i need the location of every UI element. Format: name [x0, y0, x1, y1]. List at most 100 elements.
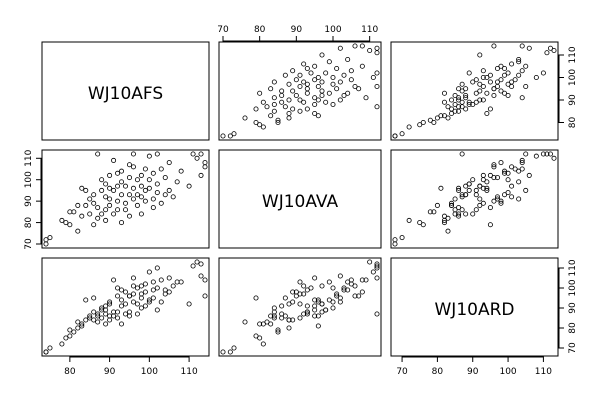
point-WJ10AFS-vs-WJ10AVA-66 — [326, 59, 332, 65]
point-WJ10ARD-vs-WJ10AFS-49 — [138, 295, 144, 301]
y-tick-label-WJ10ARD-90: 90 — [568, 302, 578, 314]
point-WJ10ARD-vs-WJ10AVA-44 — [330, 285, 336, 291]
point-WJ10AVA-vs-WJ10AFS-63 — [162, 192, 168, 198]
point-WJ10AVA-vs-WJ10AFS-57 — [150, 205, 156, 211]
point-WJ10AVA-vs-WJ10ARD-8 — [445, 228, 451, 234]
point-WJ10AFS-vs-WJ10AVA-19 — [330, 102, 336, 108]
diagonal-label-WJ10AVA: WJ10AVA — [262, 192, 339, 212]
point-WJ10AVA-vs-WJ10ARD-79 — [431, 209, 437, 215]
point-WJ10AVA-vs-WJ10ARD-24 — [477, 196, 483, 202]
point-WJ10AFS-vs-WJ10AVA-23 — [315, 97, 321, 103]
point-WJ10ARD-vs-WJ10AFS-36 — [123, 301, 129, 307]
y-tick-label-WJ10AVA-70: 70 — [24, 238, 34, 250]
point-WJ10AVA-vs-WJ10ARD-40 — [456, 213, 462, 219]
point-WJ10AVA-vs-WJ10ARD-89 — [540, 151, 546, 157]
x-tick-label-WJ10ARD-100: 100 — [499, 367, 516, 377]
y-tick-label-WJ10AVA-80: 80 — [24, 217, 34, 229]
point-WJ10AFS-vs-WJ10AVA-18 — [271, 102, 277, 108]
point-WJ10AFS-vs-WJ10AVA-12 — [271, 108, 277, 114]
y-tick-label-WJ10AVA-110: 110 — [24, 149, 34, 166]
point-WJ10ARD-vs-WJ10AFS-68 — [186, 301, 192, 307]
point-WJ10AVA-vs-WJ10ARD-38 — [491, 175, 497, 181]
point-WJ10ARD-vs-WJ10AFS-84 — [166, 275, 172, 281]
point-WJ10AVA-vs-WJ10ARD-47 — [509, 183, 515, 189]
point-WJ10AVA-vs-WJ10AFS-67 — [178, 168, 184, 174]
point-WJ10AVA-vs-WJ10ARD-56 — [502, 170, 508, 176]
point-WJ10AVA-vs-WJ10AFS-35 — [123, 207, 129, 213]
point-WJ10AVA-vs-WJ10ARD-64 — [498, 160, 504, 166]
point-WJ10AVA-vs-WJ10ARD-49 — [487, 172, 493, 178]
point-WJ10AVA-vs-WJ10AFS-81 — [126, 162, 132, 168]
point-WJ10AVA-vs-WJ10ARD-29 — [463, 183, 469, 189]
point-WJ10ARD-vs-WJ10AVA-82 — [370, 269, 376, 275]
point-WJ10AFS-vs-WJ10ARD-32 — [502, 90, 508, 96]
point-WJ10AFS-vs-WJ10AVA-46 — [304, 81, 310, 87]
point-WJ10AFS-vs-WJ10AVA-36 — [319, 88, 325, 94]
point-WJ10AFS-vs-WJ10AVA-77 — [374, 84, 380, 90]
point-WJ10ARD-vs-WJ10AVA-85 — [301, 291, 307, 297]
point-WJ10ARD-vs-WJ10AVA-62 — [334, 291, 340, 297]
point-WJ10AFS-vs-WJ10ARD-15 — [445, 104, 451, 110]
point-WJ10AFS-vs-WJ10AVA-39 — [304, 86, 310, 92]
point-WJ10ARD-vs-WJ10AVA-19 — [330, 305, 336, 311]
point-WJ10AVA-vs-WJ10ARD-3 — [406, 217, 412, 223]
point-WJ10AVA-vs-WJ10ARD-69 — [544, 151, 550, 157]
point-WJ10ARD-vs-WJ10AFS-1 — [43, 349, 49, 355]
point-WJ10ARD-vs-WJ10AVA-71 — [337, 273, 343, 279]
point-WJ10ARD-vs-WJ10AFS-20 — [103, 303, 109, 309]
point-WJ10AVA-vs-WJ10ARD-42 — [480, 185, 486, 191]
point-WJ10AVA-vs-WJ10ARD-37 — [498, 200, 504, 206]
point-WJ10AFS-vs-WJ10AVA-63 — [304, 66, 310, 72]
point-WJ10AVA-vs-WJ10AFS-4 — [63, 220, 69, 226]
point-WJ10ARD-vs-WJ10AVA-3 — [260, 341, 266, 347]
point-WJ10ARD-vs-WJ10AFS-73 — [202, 293, 208, 299]
point-WJ10ARD-vs-WJ10AVA-61 — [290, 299, 296, 305]
point-WJ10ARD-vs-WJ10AFS-5 — [67, 333, 73, 339]
point-WJ10AVA-vs-WJ10ARD-7 — [434, 202, 440, 208]
point-WJ10ARD-vs-WJ10AFS-55 — [150, 279, 156, 285]
point-WJ10ARD-vs-WJ10AFS-34 — [119, 297, 125, 303]
point-WJ10ARD-vs-WJ10AFS-21 — [103, 321, 109, 327]
point-WJ10AVA-vs-WJ10AFS-22 — [103, 194, 109, 200]
point-WJ10ARD-vs-WJ10AFS-40 — [126, 313, 132, 319]
point-WJ10AVA-vs-WJ10ARD-19 — [470, 177, 476, 183]
point-WJ10AFS-vs-WJ10AVA-26 — [337, 97, 343, 103]
point-WJ10AVA-vs-WJ10AFS-64 — [166, 160, 172, 166]
point-WJ10ARD-vs-WJ10AVA-6 — [275, 329, 281, 335]
point-WJ10AFS-vs-WJ10AVA-42 — [315, 84, 321, 90]
point-WJ10ARD-vs-WJ10AVA-63 — [304, 287, 310, 293]
point-WJ10AVA-vs-WJ10ARD-58 — [505, 190, 511, 196]
point-WJ10AFS-vs-WJ10AVA-13 — [290, 106, 296, 112]
point-WJ10AVA-vs-WJ10ARD-87 — [505, 170, 511, 176]
point-WJ10AVA-vs-WJ10ARD-1 — [392, 237, 398, 243]
point-WJ10AVA-vs-WJ10ARD-85 — [494, 194, 500, 200]
point-WJ10AFS-vs-WJ10ARD-54 — [480, 75, 486, 81]
point-WJ10AFS-vs-WJ10AVA-29 — [319, 93, 325, 99]
point-WJ10AFS-vs-WJ10AVA-79 — [275, 120, 281, 126]
point-WJ10AFS-vs-WJ10ARD-4 — [417, 122, 423, 128]
point-WJ10AFS-vs-WJ10ARD-21 — [441, 99, 447, 105]
point-WJ10AFS-vs-WJ10ARD-16 — [456, 104, 462, 110]
point-WJ10ARD-vs-WJ10AFS-57 — [150, 295, 156, 301]
point-WJ10AFS-vs-WJ10AVA-37 — [290, 88, 296, 94]
point-WJ10AFS-vs-WJ10AVA-20 — [279, 99, 285, 105]
point-WJ10AFS-vs-WJ10ARD-59 — [466, 70, 472, 76]
point-WJ10AFS-vs-WJ10ARD-72 — [547, 45, 553, 51]
point-WJ10AFS-vs-WJ10ARD-18 — [452, 102, 458, 108]
point-WJ10AVA-vs-WJ10ARD-62 — [494, 175, 500, 181]
point-WJ10AVA-vs-WJ10ARD-21 — [441, 217, 447, 223]
point-WJ10ARD-vs-WJ10AFS-56 — [150, 287, 156, 293]
panel-WJ10ARD-vs-WJ10AFS — [41, 257, 210, 357]
point-WJ10AVA-vs-WJ10ARD-46 — [459, 192, 465, 198]
point-WJ10AVA-vs-WJ10AFS-23 — [107, 185, 113, 191]
point-WJ10AFS-vs-WJ10ARD-69 — [544, 50, 550, 56]
point-WJ10AFS-vs-WJ10ARD-65 — [509, 61, 515, 67]
point-WJ10ARD-vs-WJ10AFS-8 — [75, 319, 81, 325]
point-WJ10AVA-vs-WJ10AFS-83 — [119, 220, 125, 226]
y-tick-label-WJ10AFS-100: 100 — [568, 69, 578, 86]
x-tick-label-WJ10AVA-90: 90 — [291, 25, 303, 35]
point-WJ10ARD-vs-WJ10AFS-72 — [198, 261, 204, 267]
point-WJ10ARD-vs-WJ10AFS-33 — [119, 303, 125, 309]
point-WJ10AVA-vs-WJ10AFS-87 — [115, 170, 121, 176]
point-WJ10ARD-vs-WJ10AVA-52 — [293, 289, 299, 295]
